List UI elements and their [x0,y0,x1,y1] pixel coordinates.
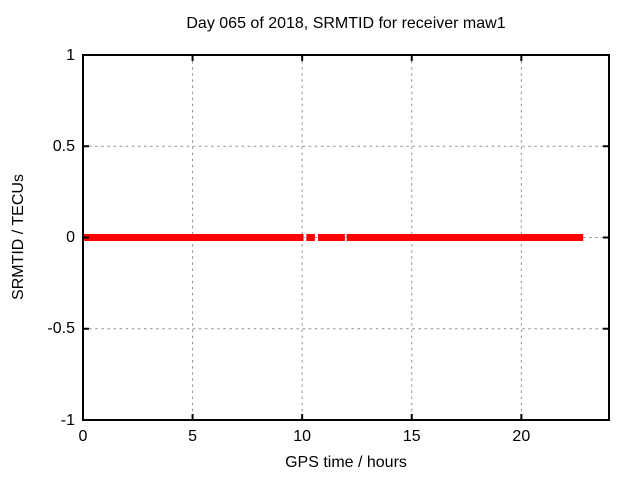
x-tick-label: 20 [512,428,531,445]
y-tick-label: 0 [66,229,75,246]
y-tick-label: 0.5 [52,137,75,155]
y-tick-label: 1 [66,46,75,64]
y-tick-label: -1 [60,411,75,429]
x-tick-label: 5 [188,428,198,445]
x-tick-label: 10 [293,428,312,445]
x-axis-label: GPS time / hours [285,454,407,471]
y-tick-label: -0.5 [47,320,75,338]
x-tick-label: 0 [78,428,88,445]
x-tick-label: 15 [402,428,421,445]
chart-title: Day 065 of 2018, SRMTID for receiver maw… [186,15,506,32]
